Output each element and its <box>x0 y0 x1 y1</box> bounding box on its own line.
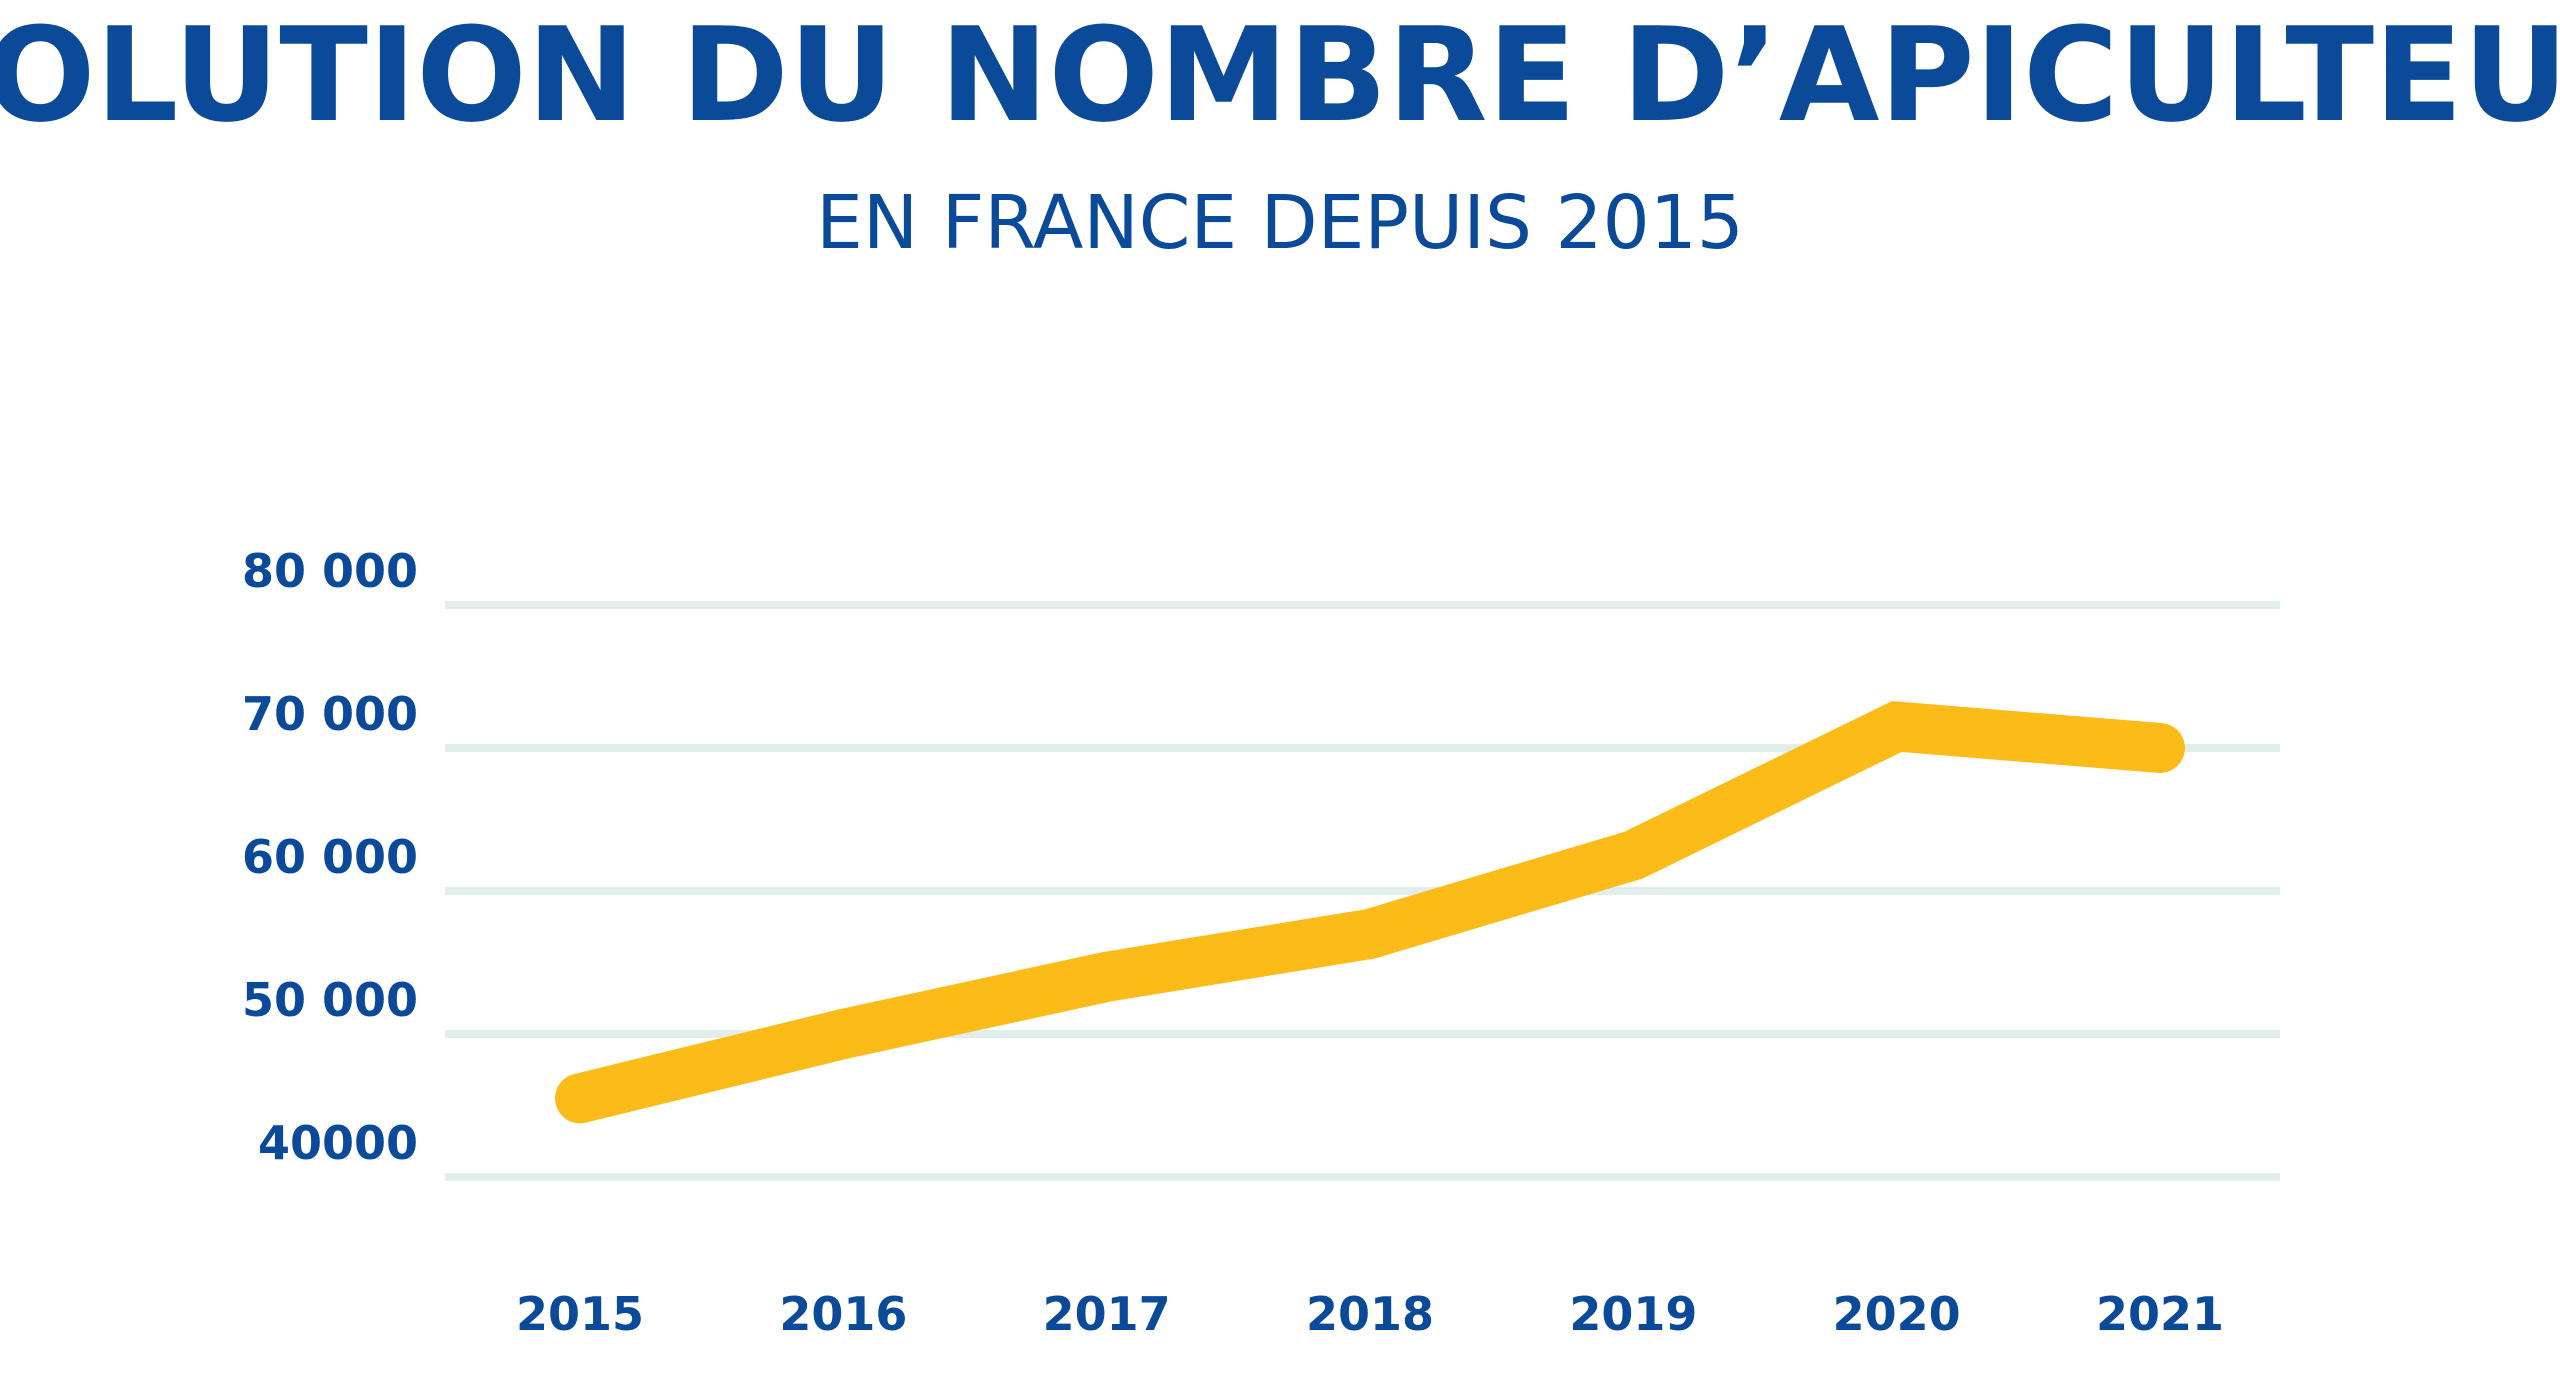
series-line <box>555 701 2185 1124</box>
y-tick-label: 80 000 <box>242 544 418 598</box>
y-tick-label: 60 000 <box>242 830 418 884</box>
x-tick-label: 2020 <box>1833 1287 1961 1341</box>
x-tick-label: 2015 <box>516 1287 644 1341</box>
y-tick-label: 40000 <box>258 1116 418 1170</box>
x-tick-label: 2017 <box>1043 1287 1171 1341</box>
x-tick-label: 2018 <box>1306 1287 1434 1341</box>
x-axis-tick-labels: 2015 2016 2017 2018 2019 2020 2021 <box>516 1287 2224 1341</box>
chart-title: ÉVOLUTION DU NOMBRE D’APICULTEURS <box>0 0 2560 151</box>
y-axis-tick-labels: 40000 50 000 60 000 70 000 80 000 <box>242 544 418 1170</box>
series-lines <box>555 701 2185 1124</box>
y-tick-label: 50 000 <box>242 973 418 1027</box>
y-tick-label: 70 000 <box>242 687 418 741</box>
chart-subtitle: EN FRANCE DEPUIS 2015 <box>816 180 1744 266</box>
x-tick-label: 2019 <box>1569 1287 1697 1341</box>
grid-lines <box>445 601 2280 1181</box>
x-tick-label: 2016 <box>779 1287 907 1341</box>
x-tick-label: 2021 <box>2096 1287 2224 1341</box>
